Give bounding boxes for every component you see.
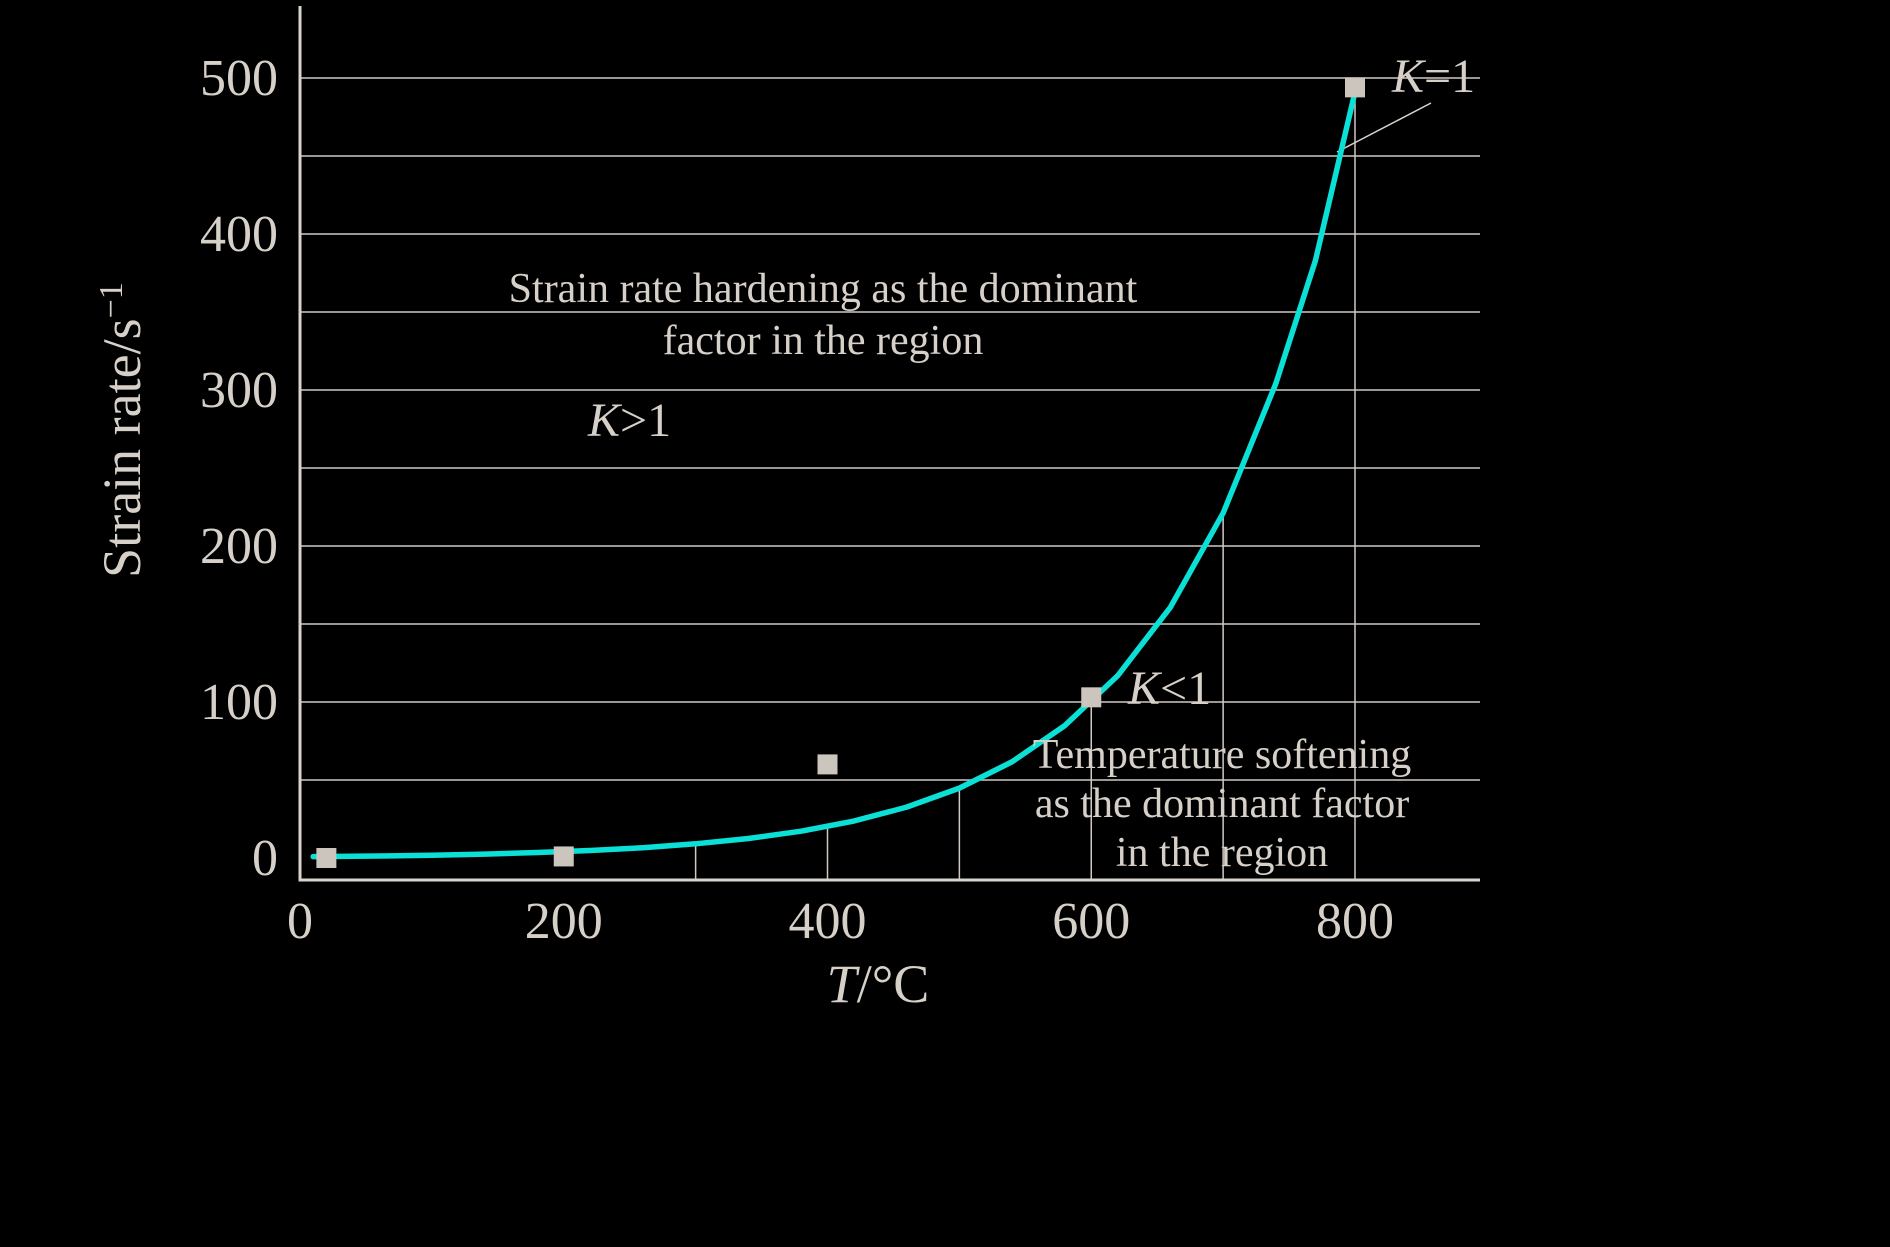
annotation-k-less-than-1: K<1 <box>1127 662 1211 715</box>
x-tick-label: 200 <box>525 893 603 950</box>
x-tick-label: 600 <box>1052 893 1130 950</box>
annotation-strain-hardening-line2: factor in the region <box>663 318 984 364</box>
annotation-strain-hardening-line1: Strain rate hardening as the dominant <box>509 266 1138 312</box>
k-gt-rest: >1 <box>620 394 671 447</box>
annotation-temp-softening-line1: Temperature softening <box>1033 732 1411 778</box>
curve-layer <box>310 89 1358 860</box>
y-tick-label: 400 <box>200 206 278 263</box>
k-gt-symbol: K <box>587 394 623 447</box>
x-tick-label: 0 <box>287 893 313 950</box>
y-tick-label: 0 <box>252 830 278 887</box>
y-tick-label: 500 <box>200 50 278 107</box>
x-axis-label-suffix: /°C <box>857 954 930 1014</box>
x-tick-label: 800 <box>1316 893 1394 950</box>
y-tick-label: 300 <box>200 362 278 419</box>
gridlines <box>300 77 1480 880</box>
x-axis-label-main: T <box>827 954 861 1014</box>
y-axis-label: Strain rate/s−1 <box>92 282 152 578</box>
data-point-marker <box>1345 77 1365 98</box>
y-axis-label-superscript: −1 <box>93 282 130 318</box>
k-boundary-curve <box>310 89 1358 860</box>
k-eq-symbol: K <box>1391 50 1427 103</box>
y-tick-label: 100 <box>200 674 278 731</box>
k-eq-rest: =1 <box>1424 50 1475 103</box>
data-point-marker <box>1081 687 1102 708</box>
x-axis-label: T/°C <box>827 954 930 1014</box>
tick-labels-layer: 0 100 200 300 400 500 0 200 400 600 800 <box>200 50 1394 950</box>
y-tick-label: 200 <box>200 518 278 575</box>
data-point-marker <box>553 846 574 867</box>
k-lt-rest: <1 <box>1160 662 1211 715</box>
axes <box>298 6 1480 882</box>
annotation-k-equals-1: K=1 <box>1391 50 1475 103</box>
annotation-temp-softening-line3: in the region <box>1116 830 1328 876</box>
k-lt-symbol: K <box>1127 662 1163 715</box>
y-axis-label-main: Strain rate/s <box>92 318 152 577</box>
k-eq-leader-line <box>1336 102 1432 153</box>
annotation-k-greater-than-1: K>1 <box>587 394 671 447</box>
annotation-temp-softening-line2: as the dominant factor <box>1035 781 1409 827</box>
x-tick-label: 400 <box>789 893 867 950</box>
data-point-marker <box>316 848 337 868</box>
data-points-layer <box>316 77 1365 868</box>
data-point-marker <box>817 754 838 775</box>
